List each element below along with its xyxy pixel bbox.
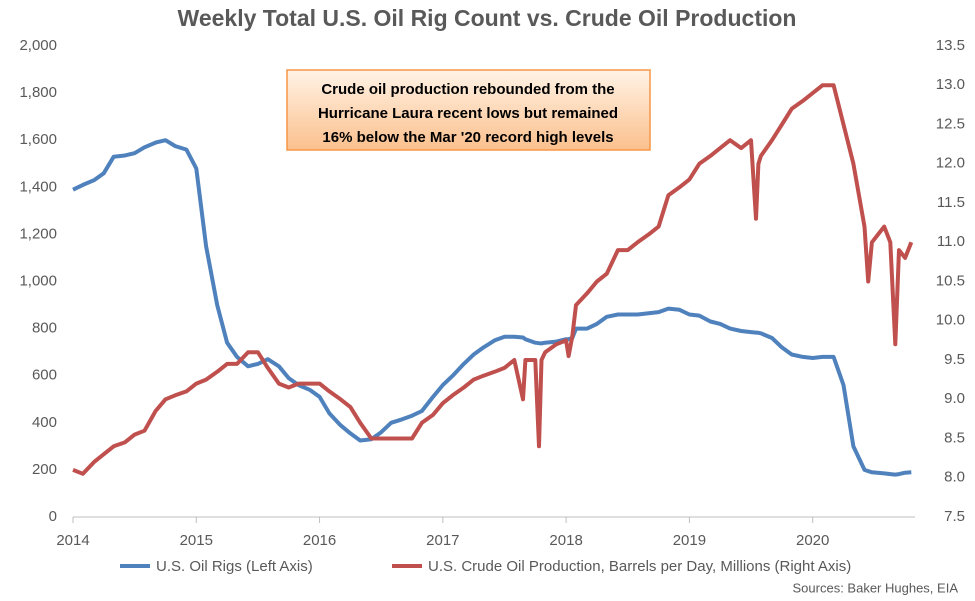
x-tick-label: 2018 bbox=[549, 532, 582, 549]
annotation-line: Hurricane Laura recent lows but remained bbox=[318, 105, 618, 122]
legend-label: U.S. Crude Oil Production, Barrels per D… bbox=[428, 558, 851, 575]
y-tick-label: 0 bbox=[49, 508, 57, 525]
y-tick-label: 1,800 bbox=[19, 84, 57, 101]
y-tick-label: 200 bbox=[32, 461, 57, 478]
y2-tick-label: 10.5 bbox=[936, 272, 965, 289]
x-tick-label: 2020 bbox=[796, 532, 829, 549]
y-tick-label: 1,200 bbox=[19, 225, 57, 242]
x-tick-label: 2017 bbox=[426, 532, 459, 549]
y2-tick-label: 12.0 bbox=[936, 155, 965, 172]
x-tick-label: 2015 bbox=[180, 532, 213, 549]
y2-tick-label: 7.5 bbox=[944, 508, 965, 525]
y2-tick-label: 13.0 bbox=[936, 76, 965, 93]
y2-tick-label: 8.5 bbox=[944, 429, 965, 446]
y2-tick-label: 13.5 bbox=[936, 37, 965, 54]
annotation-line: Crude oil production rebounded from the bbox=[321, 81, 614, 98]
y-tick-label: 1,000 bbox=[19, 272, 57, 289]
chart-title: Weekly Total U.S. Oil Rig Count vs. Crud… bbox=[178, 5, 797, 31]
y2-tick-label: 12.5 bbox=[936, 115, 965, 132]
x-tick-label: 2014 bbox=[56, 532, 89, 549]
y2-tick-label: 10.0 bbox=[936, 312, 965, 329]
y-tick-label: 1,400 bbox=[19, 178, 57, 195]
annotation-box bbox=[286, 69, 651, 151]
series-line bbox=[72, 83, 914, 476]
x-tick-label: 2019 bbox=[673, 532, 706, 549]
y2-tick-label: 11.5 bbox=[937, 194, 965, 211]
y-tick-label: 1,600 bbox=[19, 131, 57, 148]
y2-tick-label: 9.0 bbox=[944, 390, 965, 407]
legend-label: U.S. Oil Rigs (Left Axis) bbox=[156, 558, 313, 575]
y2-tick-label: 8.0 bbox=[944, 469, 965, 486]
series-line bbox=[72, 138, 912, 477]
y2-tick-label: 11.0 bbox=[937, 233, 965, 250]
x-tick-label: 2016 bbox=[303, 532, 336, 549]
y-tick-label: 2,000 bbox=[19, 37, 57, 54]
y2-tick-label: 9.5 bbox=[944, 351, 965, 368]
y-tick-label: 600 bbox=[32, 367, 57, 384]
y-tick-label: 800 bbox=[32, 320, 57, 337]
source: Sources: Baker Hughes, EIA bbox=[793, 580, 959, 595]
annotation-line: 16% below the Mar '20 record high levels bbox=[322, 129, 613, 146]
y-tick-label: 400 bbox=[32, 414, 57, 431]
